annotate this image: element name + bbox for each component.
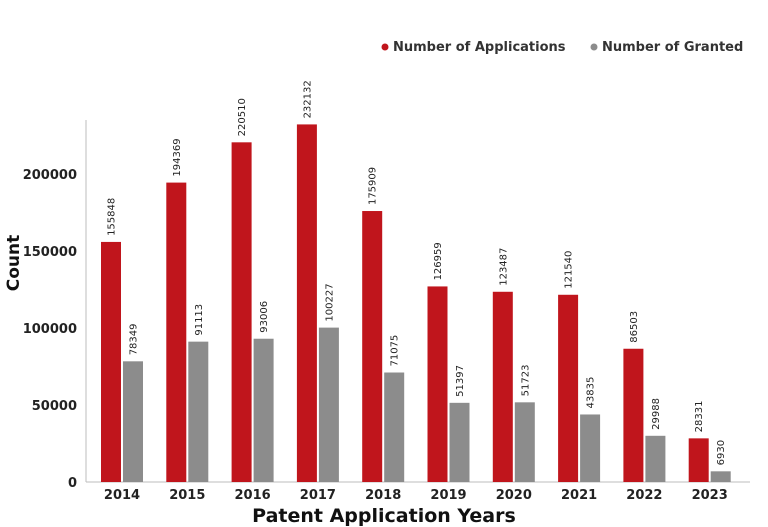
bar-granted xyxy=(710,471,731,482)
bar-granted xyxy=(384,372,405,482)
y-tick-label: 150000 xyxy=(23,245,77,260)
x-tick-label: 2020 xyxy=(496,488,532,503)
data-label-granted: 43835 xyxy=(586,377,597,409)
x-tick-label: 2019 xyxy=(430,488,466,503)
bar-applications xyxy=(296,124,317,482)
bar-applications xyxy=(166,182,187,482)
data-label-applications: 194369 xyxy=(172,138,183,176)
y-axis-title: Count xyxy=(4,235,24,292)
data-label-applications: 220510 xyxy=(237,98,248,136)
legend-label-granted: Number of Granted xyxy=(602,40,743,55)
data-label-granted: 91113 xyxy=(194,304,205,336)
data-label-applications: 86503 xyxy=(629,311,640,343)
legend: Number of Applications Number of Granted xyxy=(381,40,743,55)
bar-applications xyxy=(231,142,252,482)
data-label-applications: 232132 xyxy=(302,80,313,118)
bar-granted xyxy=(188,341,209,482)
bar-applications xyxy=(362,211,383,483)
data-label-granted: 93006 xyxy=(259,301,270,333)
data-label-applications: 155848 xyxy=(107,198,118,236)
bar-granted xyxy=(580,414,601,482)
bar-granted xyxy=(318,327,339,482)
data-label-granted: 29988 xyxy=(651,398,662,430)
x-axis-ticks: 2014 2015 2016 2017 2018 2019 2020 2021 2022 2023 xyxy=(104,488,728,503)
bar-applications xyxy=(688,438,709,482)
bar-applications xyxy=(427,286,448,482)
bar-applications xyxy=(101,241,121,482)
bars: 155848 78349 194369 91113 220510 93006 232132 1… xyxy=(101,80,731,483)
y-tick-label: 0 xyxy=(68,476,77,491)
bar-applications xyxy=(558,294,579,482)
data-label-applications: 126959 xyxy=(433,242,444,280)
y-tick-label: 100000 xyxy=(23,322,77,337)
legend-label-applications: Number of Applications xyxy=(393,40,566,55)
y-axis-ticks: 0 50000 100000 150000 200000 xyxy=(23,168,77,491)
bar-granted xyxy=(123,361,143,482)
x-tick-label: 2022 xyxy=(626,488,662,503)
x-tick-label: 2014 xyxy=(104,488,140,503)
x-tick-label: 2021 xyxy=(561,488,597,503)
data-label-granted: 6930 xyxy=(716,440,727,465)
data-label-granted: 51397 xyxy=(455,365,466,397)
data-label-granted: 71075 xyxy=(390,335,401,367)
data-label-granted: 100227 xyxy=(324,283,335,321)
x-tick-label: 2023 xyxy=(692,488,728,503)
bar-granted xyxy=(645,435,666,482)
data-label-applications: 123487 xyxy=(498,248,509,286)
y-tick-label: 200000 xyxy=(23,168,77,183)
legend-marker-applications xyxy=(381,43,389,51)
legend-marker-granted xyxy=(590,43,598,51)
data-label-applications: 175909 xyxy=(368,167,379,205)
data-label-applications: 28331 xyxy=(694,401,705,433)
x-tick-label: 2017 xyxy=(300,488,336,503)
data-label-granted: 78349 xyxy=(129,323,140,355)
bar-granted xyxy=(514,402,535,482)
x-tick-label: 2018 xyxy=(365,488,401,503)
data-label-granted: 51723 xyxy=(520,365,531,397)
bar-granted xyxy=(253,338,274,482)
x-tick-label: 2015 xyxy=(169,488,205,503)
bar-applications xyxy=(492,291,513,482)
y-tick-label: 50000 xyxy=(32,399,77,414)
x-axis-title: Patent Application Years xyxy=(252,505,516,527)
bar-applications xyxy=(623,348,644,482)
data-label-applications: 121540 xyxy=(564,251,575,289)
x-tick-label: 2016 xyxy=(235,488,271,503)
bar-granted xyxy=(449,402,470,482)
